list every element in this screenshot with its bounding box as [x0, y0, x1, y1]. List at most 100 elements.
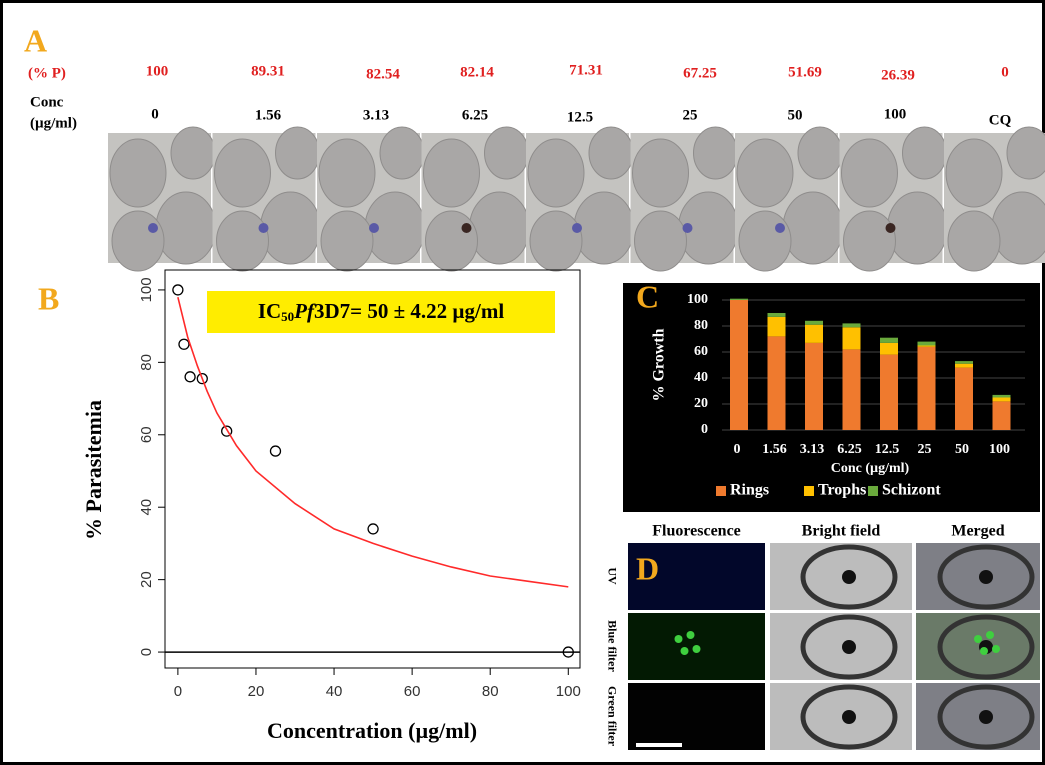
- percent-value: 26.39: [881, 67, 915, 83]
- parasite: [259, 223, 269, 233]
- x-tick-label: 0: [734, 442, 741, 457]
- bar-segment: [880, 338, 898, 343]
- panel-label: D: [636, 550, 659, 586]
- annotation: IC50Pf3D7= 50 ± 4.22 µg/ml: [258, 299, 505, 324]
- column-header: Merged: [951, 523, 1004, 540]
- parasite: [148, 223, 158, 233]
- y-tick-label: 0: [701, 422, 708, 437]
- bar-segment: [993, 395, 1011, 398]
- rbc: [426, 211, 478, 271]
- micrograph: [770, 613, 912, 680]
- rbc: [171, 127, 215, 179]
- x-tick-label: 1.56: [762, 442, 787, 457]
- conc-label: (µg/ml): [30, 115, 77, 131]
- parasite: [842, 710, 856, 724]
- percent-value: 67.25: [683, 65, 717, 81]
- rbc: [739, 211, 791, 271]
- annotation-part: 3D7= 50 ± 4.22 µg/ml: [314, 299, 504, 323]
- conc-value: 0: [151, 106, 159, 122]
- rbc: [156, 192, 216, 264]
- x-tick-label: 80: [482, 683, 499, 700]
- conc-value: 100: [884, 106, 907, 122]
- rbc: [319, 139, 375, 207]
- column-header: Fluorescence: [652, 523, 741, 540]
- bar-segment: [955, 364, 973, 368]
- rbc: [633, 139, 689, 207]
- rbc: [574, 192, 634, 264]
- rbc: [528, 139, 584, 207]
- parasite: [462, 223, 472, 233]
- rbc: [783, 192, 843, 264]
- parasite: [842, 640, 856, 654]
- x-tick-label: 3.13: [800, 442, 825, 457]
- panel-label: A: [24, 22, 47, 58]
- fluorescence: [681, 647, 689, 655]
- rbc: [110, 139, 166, 207]
- percent-label: (% P): [28, 65, 66, 81]
- panel-label: C: [636, 278, 659, 314]
- legend-swatch: [716, 486, 726, 496]
- x-tick-label: 50: [955, 442, 969, 457]
- rbc: [842, 139, 898, 207]
- parasite: [979, 570, 993, 584]
- bar-segment: [843, 327, 861, 349]
- micrograph: [916, 683, 1040, 750]
- x-tick-label: 25: [918, 442, 932, 457]
- micrograph: [770, 683, 912, 750]
- bar-segment: [993, 398, 1011, 402]
- conc-value: CQ: [989, 112, 1012, 128]
- fluorescence: [687, 631, 695, 639]
- annotation-part: IC: [258, 299, 281, 323]
- bar-segment: [805, 321, 823, 325]
- rbc: [589, 127, 633, 179]
- rbc: [1007, 127, 1045, 179]
- fluorescence: [986, 631, 994, 639]
- x-tick-label: 40: [326, 683, 343, 700]
- micrographs-a: [108, 127, 1045, 271]
- y-tick-label: 80: [694, 318, 708, 333]
- bar-segment: [918, 342, 936, 346]
- percent-value: 82.54: [366, 66, 400, 82]
- percent-value: 82.14: [460, 64, 494, 80]
- bar-segment: [805, 343, 823, 430]
- annotation-part: Pf: [293, 299, 316, 323]
- rbc: [380, 127, 424, 179]
- y-tick-label: 100: [687, 292, 708, 307]
- x-tick-label: 0: [174, 683, 182, 700]
- legend-label: Schizont: [882, 482, 941, 499]
- rbc: [737, 139, 793, 207]
- x-axis-label: Concentration (µg/ml): [267, 718, 477, 743]
- rbc: [946, 139, 1002, 207]
- chart-c-background: [623, 283, 1040, 512]
- bar-segment: [805, 325, 823, 343]
- bar-segment: [768, 336, 786, 430]
- bar-segment: [880, 343, 898, 355]
- micrograph: [916, 613, 1040, 680]
- rbc: [844, 211, 896, 271]
- y-tick-label: 20: [694, 396, 708, 411]
- x-tick-label: 20: [248, 683, 265, 700]
- rbc: [215, 139, 271, 207]
- micrograph: [770, 543, 912, 610]
- rbc: [321, 211, 373, 271]
- row-label: Green filter: [605, 686, 619, 747]
- rbc: [261, 192, 321, 264]
- x-tick-label: 12.5: [875, 442, 900, 457]
- rbc: [217, 211, 269, 271]
- micrographs-d: [628, 543, 1040, 750]
- parasite: [775, 223, 785, 233]
- bar-segment: [843, 323, 861, 327]
- bar-segment: [880, 355, 898, 430]
- rbc: [888, 192, 948, 264]
- legend-swatch: [804, 486, 814, 496]
- conc-value: 6.25: [462, 107, 488, 123]
- rbc: [485, 127, 529, 179]
- bar-segment: [918, 347, 936, 430]
- y-tick-label: 40: [138, 499, 155, 516]
- rbc: [112, 211, 164, 271]
- conc-value: 1.56: [255, 107, 282, 123]
- percent-value: 51.69: [788, 64, 822, 80]
- rbc: [798, 127, 842, 179]
- column-header: Bright field: [802, 523, 881, 540]
- annotation-part: 50: [281, 309, 294, 324]
